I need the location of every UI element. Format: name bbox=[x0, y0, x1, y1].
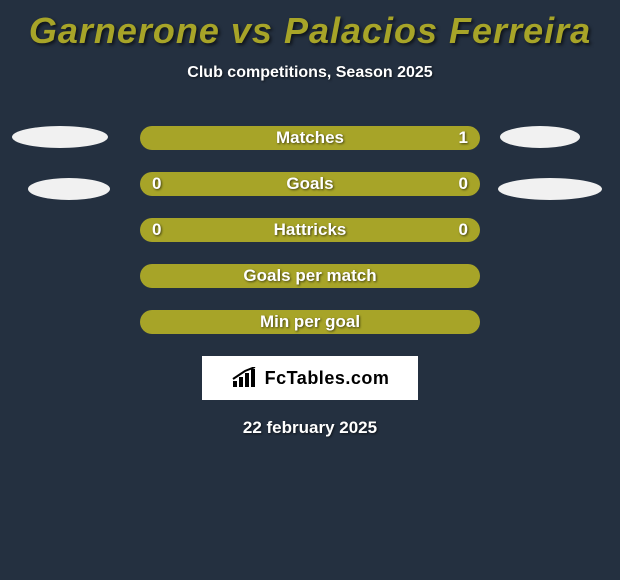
stat-label: Matches bbox=[276, 128, 344, 148]
source-logo: FcTables.com bbox=[202, 356, 418, 400]
stat-label: Min per goal bbox=[260, 312, 360, 332]
player-left-head-ellipse bbox=[12, 126, 108, 148]
stat-rows: Matches 1 0 Goals 0 0 Hattricks 0 Goals … bbox=[0, 126, 620, 334]
stat-right-value: 1 bbox=[459, 128, 468, 148]
stat-left-value: 0 bbox=[152, 174, 161, 194]
comparison-date: 22 february 2025 bbox=[0, 418, 620, 438]
chart-icon bbox=[231, 367, 259, 389]
stat-right-value: 0 bbox=[459, 174, 468, 194]
stat-label: Hattricks bbox=[274, 220, 347, 240]
stat-label: Goals per match bbox=[243, 266, 376, 286]
source-logo-text: FcTables.com bbox=[265, 368, 390, 389]
stat-left-value: 0 bbox=[152, 220, 161, 240]
player-right-head-ellipse bbox=[500, 126, 580, 148]
player-left-body-ellipse bbox=[28, 178, 110, 200]
stat-row: Goals per match bbox=[140, 264, 480, 288]
stat-row: Min per goal bbox=[140, 310, 480, 334]
player-right-body-ellipse bbox=[498, 178, 602, 200]
stat-row: Matches 1 bbox=[140, 126, 480, 150]
comparison-subtitle: Club competitions, Season 2025 bbox=[0, 64, 620, 82]
stat-row: 0 Goals 0 bbox=[140, 172, 480, 196]
stat-label: Goals bbox=[286, 174, 333, 194]
stat-row: 0 Hattricks 0 bbox=[140, 218, 480, 242]
stat-right-value: 0 bbox=[459, 220, 468, 240]
comparison-title: Garnerone vs Palacios Ferreira bbox=[0, 0, 620, 52]
